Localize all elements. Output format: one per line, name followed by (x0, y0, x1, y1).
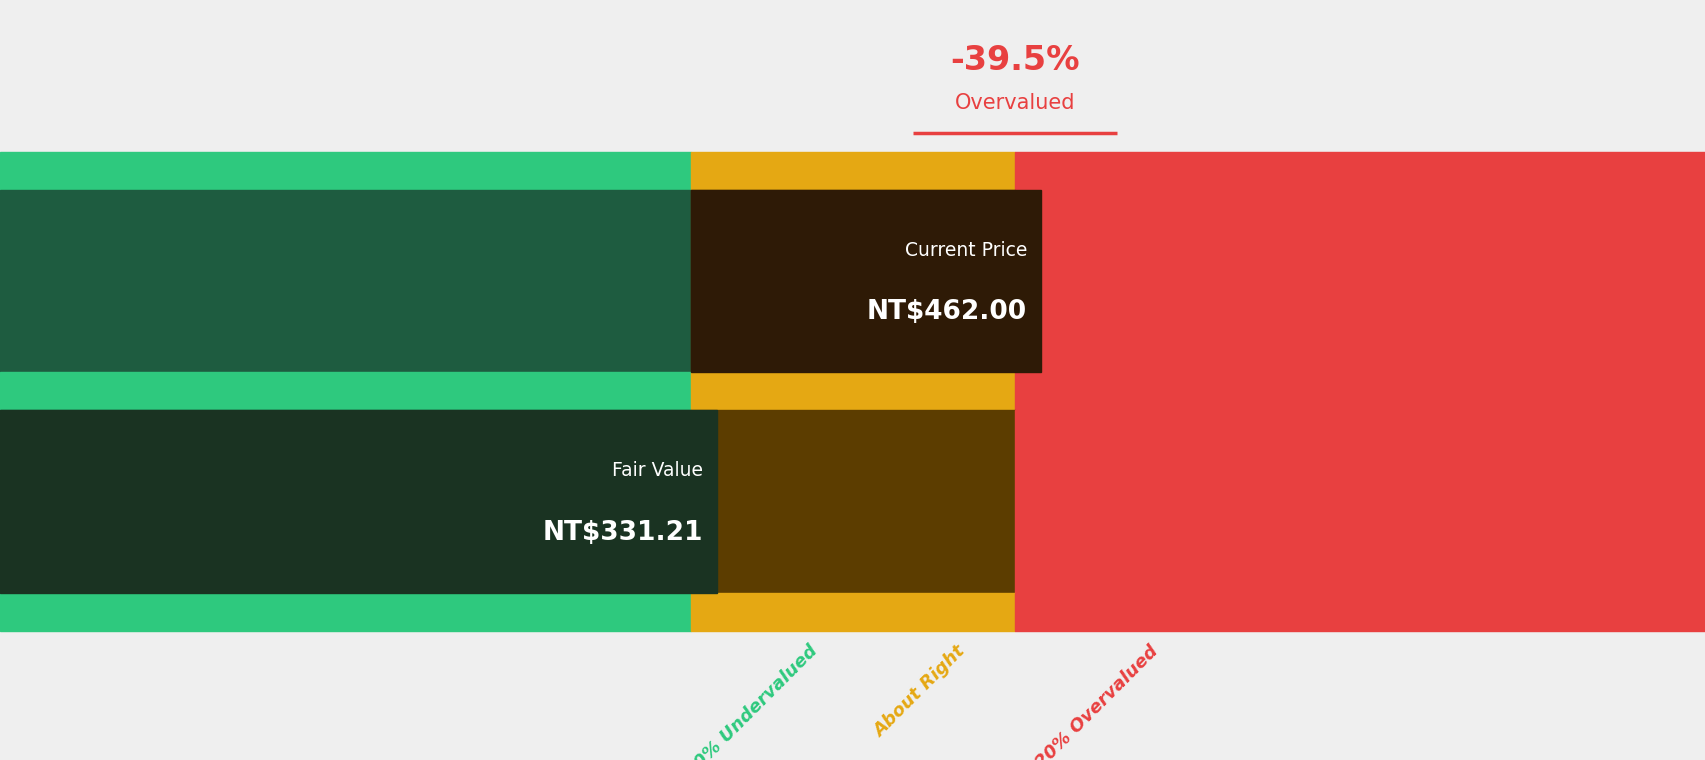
Text: -39.5%: -39.5% (950, 44, 1079, 78)
Text: Overvalued: Overvalued (955, 93, 1074, 112)
Bar (0, 152, 691, 190)
Bar (1014, 152, 1705, 190)
Bar (0, 410, 716, 593)
Bar (691, 372, 1014, 410)
Bar (0, 593, 691, 631)
Bar (691, 410, 1014, 593)
Bar (691, 593, 1014, 631)
Bar (0, 410, 691, 593)
Text: NT$331.21: NT$331.21 (542, 520, 702, 546)
Bar (1014, 593, 1705, 631)
Bar (691, 152, 1014, 190)
Text: Fair Value: Fair Value (612, 461, 702, 480)
Text: 20% Undervalued: 20% Undervalued (682, 642, 822, 760)
Text: Current Price: Current Price (904, 241, 1026, 260)
Bar (1014, 372, 1705, 410)
Bar (0, 372, 691, 410)
Bar (691, 190, 1014, 372)
Bar (0, 190, 691, 372)
Bar (691, 190, 1040, 372)
Text: 20% Overvalued: 20% Overvalued (1032, 642, 1161, 760)
Text: NT$462.00: NT$462.00 (866, 299, 1026, 325)
Bar (1014, 190, 1705, 372)
Text: About Right: About Right (870, 642, 968, 741)
Bar (1014, 410, 1705, 593)
